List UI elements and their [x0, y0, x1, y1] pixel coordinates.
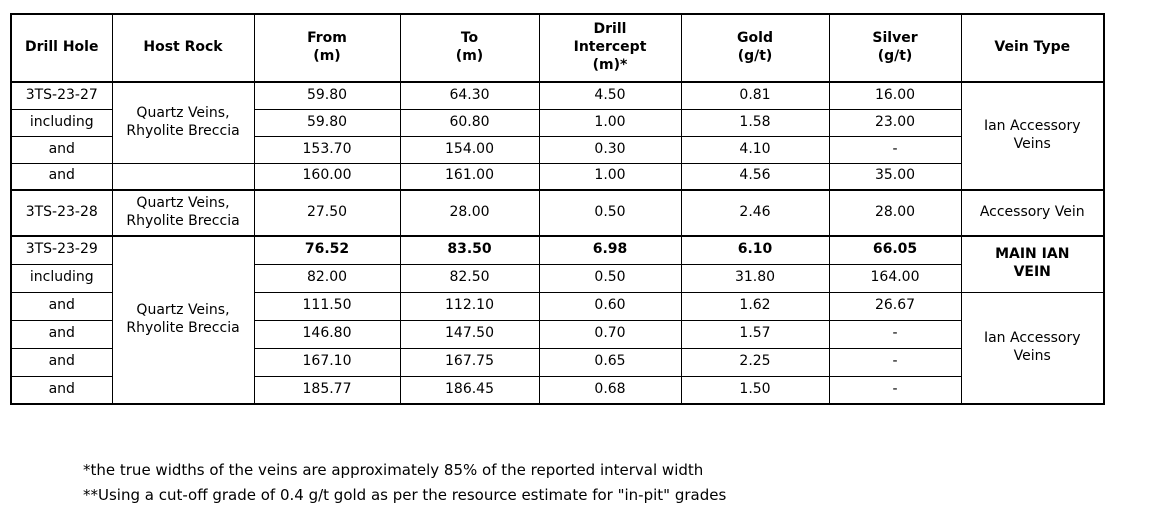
silver-cell: - — [828, 375, 962, 405]
host-rock-cell — [111, 162, 255, 191]
intercept-cell: 0.50 — [538, 189, 682, 237]
vein-type-cell: Ian Accessory Veins — [960, 81, 1105, 191]
from-cell: 160.00 — [253, 162, 401, 191]
col-header-to: To (m) — [399, 13, 540, 83]
col-header-silver: Silver (g/t) — [828, 13, 962, 83]
intercept-cell: 0.60 — [538, 291, 682, 321]
drill-hole-cell: and — [10, 291, 113, 321]
table-row: and 153.70 154.00 0.30 4.10 - — [10, 135, 1104, 164]
intercept-cell: 0.70 — [538, 319, 682, 349]
vein-type-cell: MAIN IAN VEIN — [960, 235, 1105, 293]
footnote-true-width: *the true widths of the veins are approx… — [83, 461, 704, 479]
to-cell: 64.30 — [399, 81, 540, 110]
drill-hole-cell: 3TS-23-29 — [10, 235, 113, 265]
col-header-drill-intercept: Drill Intercept (m)* — [538, 13, 682, 83]
gold-cell: 1.62 — [680, 291, 830, 321]
vein-type-cell: Ian Accessory Veins — [960, 291, 1105, 405]
gold-cell: 2.46 — [680, 189, 830, 237]
gold-cell: 4.10 — [680, 135, 830, 164]
vein-type-cell: Accessory Vein — [960, 189, 1105, 237]
gold-cell: 6.10 — [680, 235, 830, 265]
silver-cell: - — [828, 135, 962, 164]
gold-cell: 31.80 — [680, 263, 830, 293]
to-cell: 28.00 — [399, 189, 540, 237]
drill-hole-cell: including — [10, 108, 113, 137]
from-cell: 59.80 — [253, 108, 401, 137]
gold-cell: 4.56 — [680, 162, 830, 191]
from-cell: 111.50 — [253, 291, 401, 321]
footnotes: *the true widths of the veins are approx… — [83, 458, 726, 508]
gold-cell: 1.57 — [680, 319, 830, 349]
from-cell: 27.50 — [253, 189, 401, 237]
col-header-vein-type: Vein Type — [960, 13, 1105, 83]
intercept-cell: 6.98 — [538, 235, 682, 265]
from-cell: 82.00 — [253, 263, 401, 293]
from-cell: 76.52 — [253, 235, 401, 265]
drill-hole-cell: and — [10, 319, 113, 349]
table-row: 3TS-23-28 Quartz Veins, Rhyolite Breccia… — [10, 189, 1105, 237]
to-cell: 60.80 — [399, 108, 540, 137]
col-header-drill-hole: Drill Hole — [10, 13, 113, 83]
intercept-cell: 0.50 — [538, 263, 682, 293]
drill-hole-cell: and — [10, 347, 113, 377]
intercept-cell: 0.65 — [538, 347, 682, 377]
host-rock-cell: Quartz Veins, Rhyolite Breccia — [111, 81, 255, 164]
host-rock-cell: Quartz Veins, Rhyolite Breccia — [111, 189, 255, 237]
col-header-host-rock: Host Rock — [111, 13, 255, 83]
intercept-cell: 1.00 — [538, 108, 682, 137]
to-cell: 82.50 — [399, 263, 540, 293]
gold-cell: 1.50 — [680, 375, 830, 405]
intercept-cell: 1.00 — [538, 162, 682, 191]
footnote-cutoff-grade: **Using a cut-off grade of 0.4 g/t gold … — [83, 486, 727, 504]
header-row: Drill Hole Host Rock From (m) To (m) Dri… — [10, 13, 1105, 83]
from-cell: 153.70 — [253, 135, 401, 164]
drill-results-table: Drill Hole Host Rock From (m) To (m) Dri… — [10, 13, 1105, 405]
drill-hole-cell: including — [10, 263, 113, 293]
silver-cell: 23.00 — [828, 108, 962, 137]
intercept-cell: 0.68 — [538, 375, 682, 405]
col-header-gold: Gold (g/t) — [680, 13, 830, 83]
table-row: 3TS-23-27 Quartz Veins, Rhyolite Breccia… — [10, 81, 1105, 191]
gold-cell: 2.25 — [680, 347, 830, 377]
from-cell: 59.80 — [253, 81, 401, 110]
to-cell: 83.50 — [399, 235, 540, 265]
drill-hole-cell: 3TS-23-28 — [10, 189, 113, 237]
drill-hole-cell: 3TS-23-27 — [10, 81, 113, 110]
to-cell: 112.10 — [399, 291, 540, 321]
silver-cell: 16.00 — [828, 81, 962, 110]
silver-cell: 28.00 — [828, 189, 962, 237]
intercept-cell: 4.50 — [538, 81, 682, 110]
to-cell: 167.75 — [399, 347, 540, 377]
from-cell: 185.77 — [253, 375, 401, 405]
to-cell: 186.45 — [399, 375, 540, 405]
intercept-cell: 0.30 — [538, 135, 682, 164]
to-cell: 147.50 — [399, 319, 540, 349]
to-cell: 154.00 — [399, 135, 540, 164]
host-rock-cell: Quartz Veins, Rhyolite Breccia — [111, 235, 255, 405]
from-cell: 167.10 — [253, 347, 401, 377]
silver-cell: 164.00 — [828, 263, 962, 293]
drill-hole-cell: and — [10, 135, 113, 164]
drill-hole-cell: and — [10, 162, 113, 191]
table-row: and 185.77 186.45 0.68 1.50 - — [10, 375, 1104, 405]
silver-cell: 26.67 — [828, 291, 962, 321]
silver-cell: 35.00 — [828, 162, 962, 191]
table-row: and 160.00 161.00 1.00 4.56 35.00 — [10, 162, 1104, 191]
drill-hole-cell: and — [10, 375, 113, 405]
table-row: including 59.80 60.80 1.00 1.58 23.00 — [10, 108, 1104, 137]
silver-cell: - — [828, 319, 962, 349]
gold-cell: 0.81 — [680, 81, 830, 110]
silver-cell: 66.05 — [828, 235, 962, 265]
gold-cell: 1.58 — [680, 108, 830, 137]
silver-cell: - — [828, 347, 962, 377]
from-cell: 146.80 — [253, 319, 401, 349]
to-cell: 161.00 — [399, 162, 540, 191]
col-header-from: From (m) — [253, 13, 401, 83]
table-row: 3TS-23-29 Quartz Veins, Rhyolite Breccia… — [10, 235, 1105, 405]
